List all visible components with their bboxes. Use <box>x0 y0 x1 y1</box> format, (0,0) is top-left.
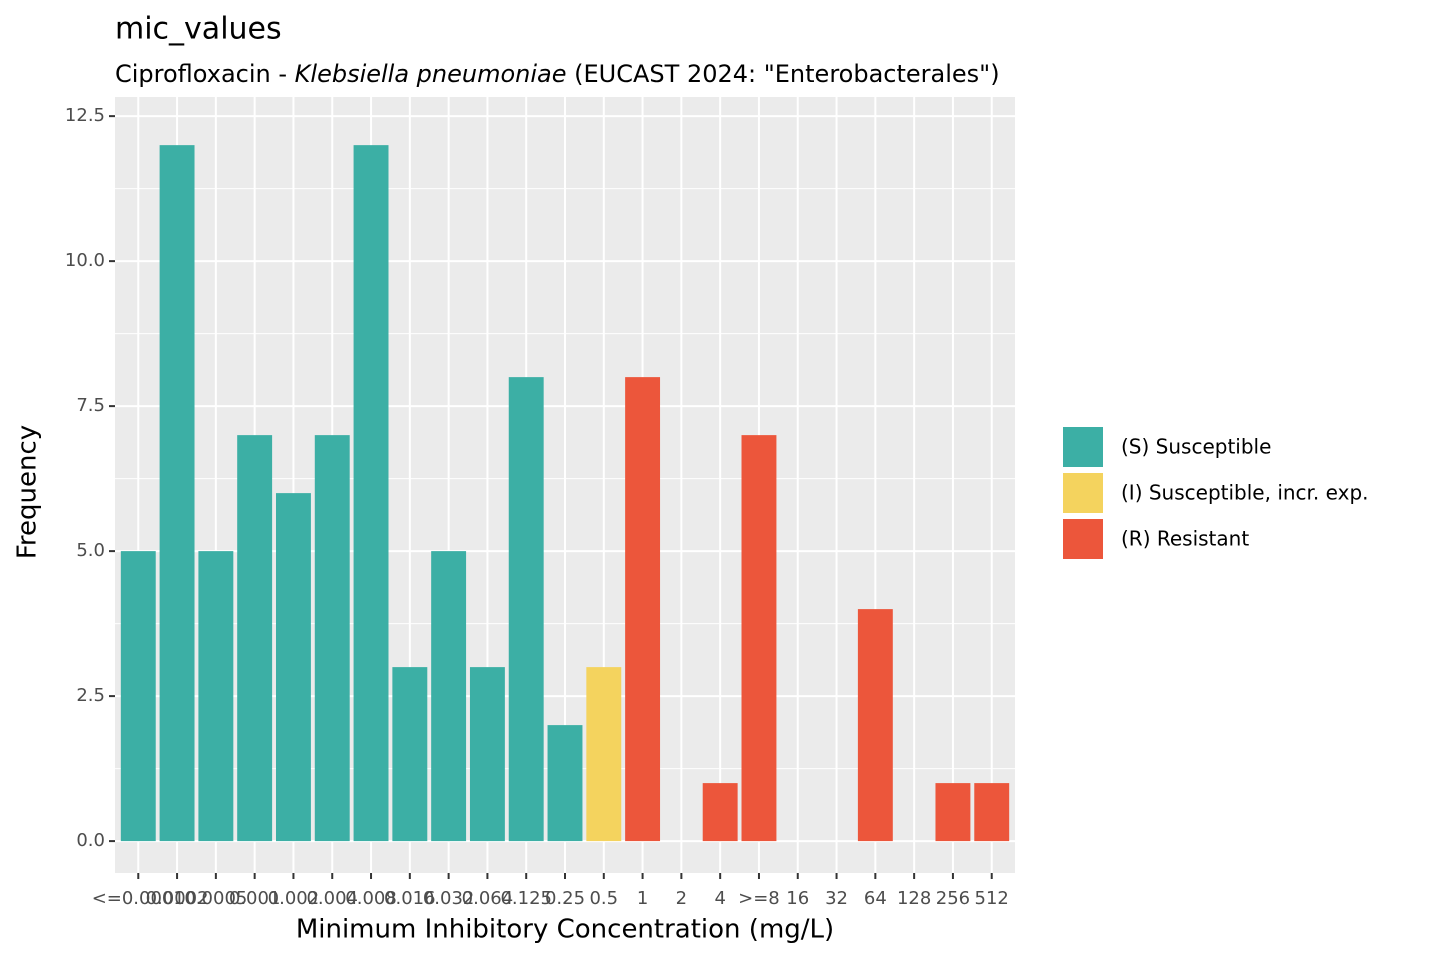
subtitle-part: Klebsiella pneumoniae <box>295 60 567 88</box>
x-tick-label: 64 <box>864 888 887 909</box>
bar <box>431 551 467 842</box>
x-tick-label: 2 <box>676 888 687 909</box>
y-tick-label: 5.0 <box>76 540 105 561</box>
x-tick-label: 512 <box>975 888 1009 909</box>
x-tick-label: 4 <box>714 888 725 909</box>
y-axis-label: Frequency <box>13 425 43 559</box>
subtitle-part: (EUCAST 2024: "Enterobacterales") <box>567 60 1000 88</box>
bar <box>935 783 971 842</box>
x-tick-label: 0.004 <box>306 888 358 909</box>
bar <box>120 551 156 842</box>
bar <box>469 667 505 842</box>
chart-title: mic_values <box>115 12 282 47</box>
bar <box>741 435 777 842</box>
x-tick-label: >=8 <box>738 888 780 909</box>
bar <box>508 377 544 842</box>
legend-key <box>1061 425 1105 469</box>
bar <box>159 145 195 842</box>
x-tick-label: 0.5 <box>589 888 618 909</box>
x-tick-label: 32 <box>825 888 848 909</box>
x-tick-label: 0.064 <box>462 888 514 909</box>
bar <box>547 725 583 842</box>
x-tick-label: 0.0002 <box>146 888 209 909</box>
bar <box>314 435 350 842</box>
x-tick-label: 256 <box>936 888 970 909</box>
bar <box>974 783 1010 842</box>
legend-key <box>1061 471 1105 515</box>
bar <box>625 377 661 842</box>
x-tick-label: 0.25 <box>545 888 585 909</box>
bar <box>702 783 738 842</box>
x-tick-label: 0.001 <box>229 888 281 909</box>
x-tick-label: 0.016 <box>384 888 436 909</box>
x-tick-label: 0.032 <box>423 888 475 909</box>
x-tick-label: 16 <box>786 888 809 909</box>
y-tick-label: 7.5 <box>76 395 105 416</box>
y-tick-label: 12.5 <box>65 105 105 126</box>
x-tick-label: <=0.0001 <box>92 888 185 909</box>
bar <box>392 667 428 842</box>
legend-key <box>1061 517 1105 561</box>
subtitle-part: Ciprofloxacin - <box>115 60 295 88</box>
bar <box>237 435 273 842</box>
legend-label: (R) Resistant <box>1121 527 1249 551</box>
x-tick-label: 0.0005 <box>184 888 247 909</box>
y-tick-label: 10.0 <box>65 250 105 271</box>
bar <box>857 609 893 842</box>
bar <box>198 551 234 842</box>
x-tick-label: 0.125 <box>500 888 552 909</box>
chart-subtitle: Ciprofloxacin - Klebsiella pneumoniae (E… <box>115 60 1000 88</box>
y-tick-label: 2.5 <box>76 685 105 706</box>
legend-label: (I) Susceptible, incr. exp. <box>1121 481 1369 505</box>
bar <box>353 145 389 842</box>
x-tick-label: 128 <box>897 888 931 909</box>
x-axis-label: Minimum Inhibitory Concentration (mg/L) <box>296 915 834 945</box>
legend-label: (S) Susceptible <box>1121 435 1271 459</box>
x-tick-label: 0.008 <box>345 888 397 909</box>
bar <box>275 493 311 842</box>
y-tick-label: 0.0 <box>76 830 105 851</box>
x-tick-label: 1 <box>637 888 648 909</box>
x-tick-label: 0.002 <box>268 888 320 909</box>
bar <box>586 667 622 842</box>
